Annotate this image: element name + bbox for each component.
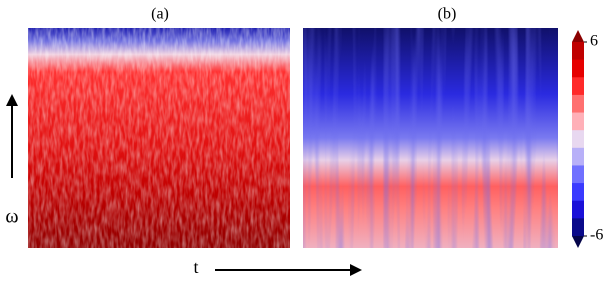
colorbar-segment: [572, 218, 584, 237]
colorbar-tick-label: -6: [590, 227, 603, 244]
colorbar-segment: [572, 77, 584, 96]
colorbar-segment: [572, 130, 584, 149]
x-axis-label: t: [193, 257, 198, 277]
colorbar-tick-label: 6: [590, 33, 598, 50]
colorbar-segment: [572, 42, 584, 61]
panel-b-texture: [303, 28, 558, 248]
panel-a-texture: [28, 28, 290, 248]
colorbar-segment: [572, 165, 584, 184]
colorbar-segment: [572, 94, 584, 114]
colorbar-segment: [572, 147, 584, 166]
colorbar-segment: [572, 112, 584, 131]
panel-label: (b): [438, 6, 457, 23]
x-arrow-head: [350, 264, 362, 276]
colorbar-segment: [572, 183, 584, 202]
y-arrow-head: [6, 94, 18, 106]
y-axis-label: ω: [5, 206, 18, 228]
colorbar-extend: [572, 236, 584, 248]
colorbar-segment: [572, 200, 584, 219]
colorbar-segment: [572, 59, 584, 78]
colorbar-extend: [572, 30, 584, 42]
panel-label: (a): [151, 6, 169, 23]
